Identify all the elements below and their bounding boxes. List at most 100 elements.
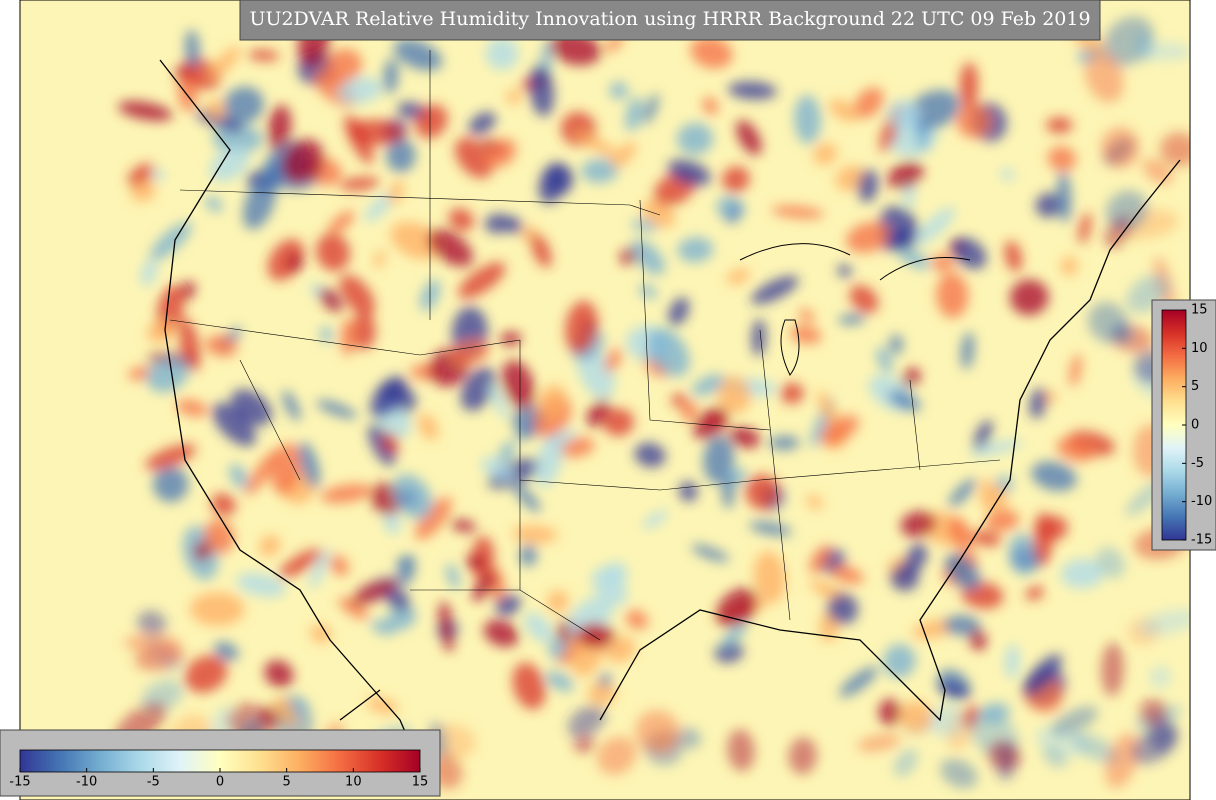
field-blob (1159, 132, 1190, 167)
field-blob (720, 621, 748, 650)
field-blob (519, 544, 537, 567)
field-blob (351, 312, 376, 350)
field-blob (671, 393, 687, 408)
field-blob (727, 729, 755, 772)
field-blob (1031, 461, 1077, 492)
field-blob (1139, 698, 1168, 726)
field-blob (388, 180, 405, 205)
colorbar-tick-label: -15 (1191, 533, 1212, 548)
field-blob (969, 440, 1023, 456)
field-blob (338, 597, 369, 620)
field-blob (768, 435, 800, 450)
field-blob (751, 318, 766, 357)
field-blob (753, 550, 786, 604)
colorbar-tick-label: 15 (1191, 303, 1208, 318)
field-blob (427, 229, 473, 267)
field-blob (194, 542, 210, 561)
field-blob (137, 610, 167, 637)
field-blob (512, 525, 558, 544)
field-blob (123, 634, 181, 653)
field-blob (450, 519, 477, 533)
field-blob (524, 612, 554, 643)
field-blob (264, 660, 294, 688)
field-blob (309, 548, 331, 590)
field-blob (209, 146, 250, 182)
field-blob (127, 163, 155, 187)
field-blob (641, 200, 676, 228)
field-blob (906, 90, 960, 130)
field-blob (484, 138, 517, 168)
field-blob (501, 360, 535, 410)
field-blob (448, 208, 474, 231)
great-lakes (739, 243, 971, 376)
field-blob (857, 169, 879, 203)
field-blob (340, 318, 356, 357)
field-blob (677, 237, 714, 263)
field-blob (1004, 240, 1023, 272)
field-blob (1096, 546, 1125, 579)
field-blob (565, 300, 598, 355)
field-blob (366, 697, 398, 714)
field-blob (887, 99, 921, 132)
field-blob (397, 557, 416, 586)
field-blob (577, 623, 615, 649)
field-blob (876, 346, 893, 374)
field-blob (849, 284, 879, 314)
field-blob (736, 120, 762, 156)
field-blob (324, 48, 362, 84)
field-blob (728, 426, 761, 449)
field-blob (545, 164, 574, 196)
field-blob (465, 555, 487, 569)
field-blob (320, 326, 333, 343)
field-blob (780, 382, 804, 404)
field-blob (368, 423, 396, 466)
field-blob (211, 493, 236, 516)
field-blob (937, 682, 972, 698)
colorbar-tick-label: -10 (1191, 494, 1212, 509)
field-blob (799, 308, 815, 323)
field-blob (839, 666, 878, 698)
field-blob (316, 399, 358, 419)
field-blob (176, 399, 208, 417)
field-blob (838, 313, 866, 325)
field-blob (837, 264, 852, 278)
field-blob (140, 259, 158, 286)
field-blob (716, 587, 758, 628)
field-blob (287, 252, 303, 273)
field-blob (1056, 437, 1096, 462)
field-blob (1105, 733, 1139, 789)
field-blob (1101, 642, 1124, 697)
field-blob (150, 221, 192, 261)
colorbar-tick-label: 5 (1191, 379, 1199, 394)
field-blob (573, 735, 595, 753)
field-blob (581, 158, 619, 183)
field-blob (180, 281, 196, 300)
field-blob (184, 655, 228, 693)
colorbar-tick-label: 15 (412, 775, 429, 790)
colorbar-tick-label: -5 (1191, 456, 1204, 471)
field-blob (1057, 170, 1072, 223)
colorbar-tick-label: 10 (1191, 341, 1208, 356)
field-blob (883, 643, 916, 678)
field-blob (959, 62, 979, 110)
field-blob (310, 624, 332, 644)
field-blob (298, 441, 320, 488)
field-blob (458, 262, 506, 299)
field-blob (857, 733, 902, 752)
field-blob (418, 413, 439, 441)
field-blob (893, 748, 918, 777)
field-blob (956, 103, 992, 139)
field-blob (329, 555, 349, 576)
field-blob (545, 671, 574, 692)
field-blob (611, 142, 637, 168)
field-blob (887, 161, 924, 190)
field-blob (535, 435, 563, 488)
field-blob (320, 483, 373, 504)
field-blob (1105, 190, 1149, 231)
colorbar-tick-label: 0 (216, 775, 224, 790)
field-blob (189, 592, 245, 627)
field-blob (1069, 354, 1082, 387)
field-blob (1035, 192, 1062, 218)
field-blob (146, 319, 176, 343)
field-blob (537, 384, 567, 419)
